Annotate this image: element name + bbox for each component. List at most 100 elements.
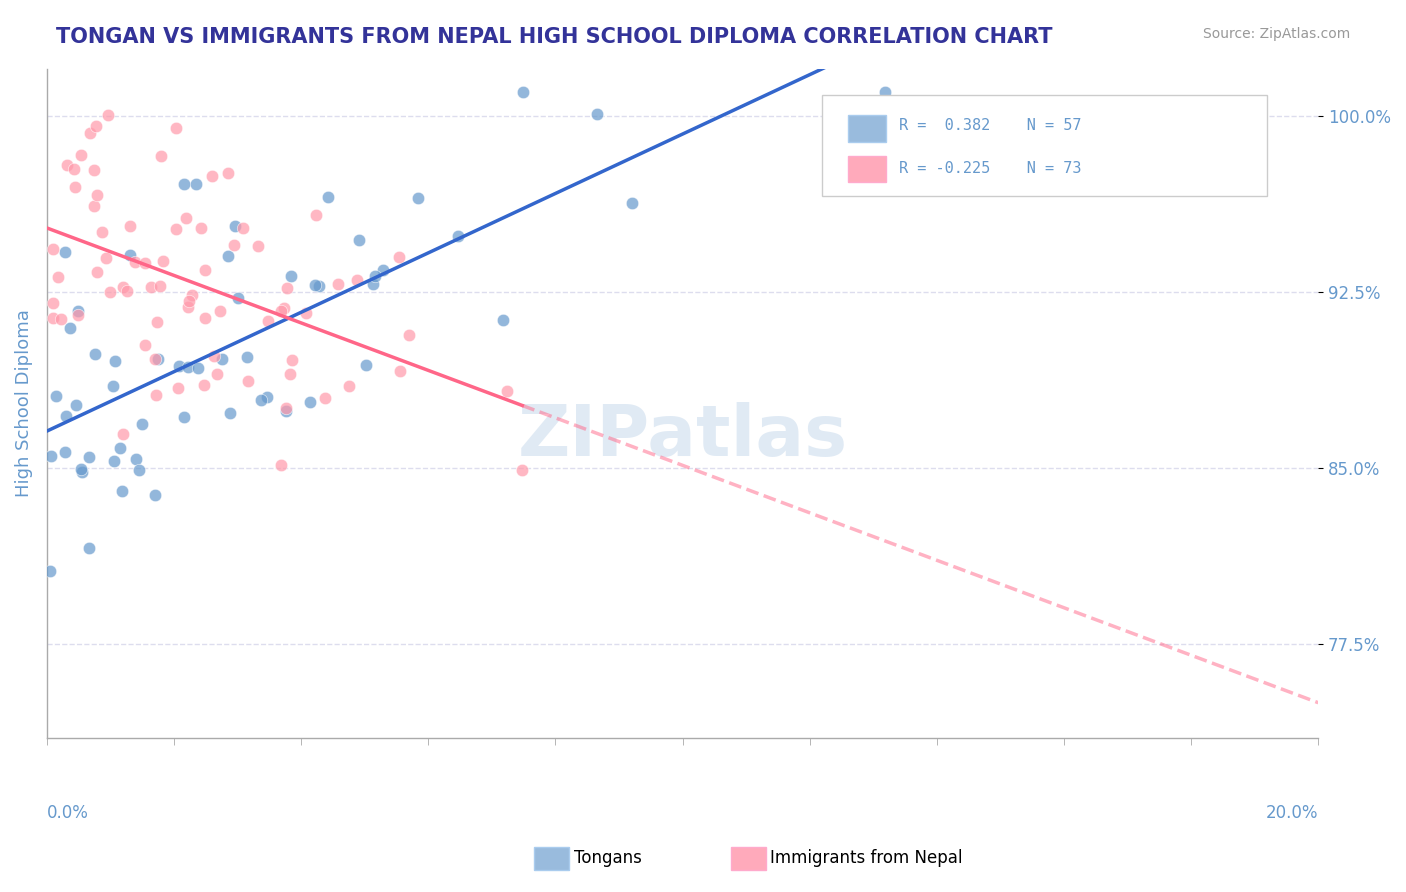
Point bbox=[177, 300, 200, 314]
Point bbox=[134, 256, 156, 270]
Point bbox=[124, 255, 146, 269]
Text: R = -0.225    N = 73: R = -0.225 N = 73 bbox=[898, 161, 1081, 177]
Point bbox=[246, 239, 269, 253]
Point bbox=[139, 280, 162, 294]
Point bbox=[354, 359, 377, 373]
Point bbox=[63, 162, 86, 177]
Point bbox=[620, 195, 643, 210]
Point bbox=[104, 354, 127, 368]
Point bbox=[174, 211, 197, 225]
Text: Tongans: Tongans bbox=[574, 849, 641, 867]
Point bbox=[94, 251, 117, 265]
Point bbox=[134, 338, 156, 352]
Point bbox=[364, 268, 387, 283]
Point bbox=[217, 166, 239, 180]
FancyBboxPatch shape bbox=[848, 155, 886, 182]
Point bbox=[86, 187, 108, 202]
Point bbox=[46, 270, 69, 285]
Point bbox=[63, 180, 86, 194]
Point bbox=[446, 229, 468, 244]
Point bbox=[184, 178, 207, 192]
Point bbox=[193, 378, 215, 392]
Point bbox=[53, 244, 76, 259]
Point bbox=[278, 368, 301, 382]
Point bbox=[176, 360, 198, 375]
Point bbox=[120, 219, 142, 233]
Point bbox=[361, 277, 384, 292]
Point bbox=[55, 158, 77, 172]
Point bbox=[873, 85, 896, 99]
Point bbox=[510, 463, 533, 477]
Point bbox=[512, 85, 534, 99]
Point bbox=[150, 149, 173, 163]
Point bbox=[90, 225, 112, 239]
Point bbox=[67, 308, 90, 322]
Point bbox=[145, 488, 167, 502]
Point bbox=[111, 484, 134, 499]
Point bbox=[316, 190, 339, 204]
Point bbox=[179, 293, 201, 308]
Point bbox=[299, 394, 322, 409]
Point bbox=[194, 311, 217, 326]
Point bbox=[373, 262, 395, 277]
Point bbox=[79, 126, 101, 140]
Point bbox=[270, 458, 292, 472]
Point bbox=[167, 381, 190, 395]
Point bbox=[256, 390, 278, 404]
Point bbox=[39, 449, 62, 463]
Point bbox=[305, 208, 328, 222]
Point bbox=[211, 351, 233, 366]
Point bbox=[77, 541, 100, 555]
Point bbox=[167, 359, 190, 374]
Point bbox=[101, 379, 124, 393]
Point bbox=[257, 314, 280, 328]
Point bbox=[201, 169, 224, 183]
Point bbox=[495, 384, 517, 398]
Point bbox=[39, 564, 62, 578]
Point bbox=[165, 120, 187, 135]
Point bbox=[42, 311, 65, 326]
Point bbox=[337, 378, 360, 392]
Point bbox=[194, 263, 217, 277]
Text: TONGAN VS IMMIGRANTS FROM NEPAL HIGH SCHOOL DIPLOMA CORRELATION CHART: TONGAN VS IMMIGRANTS FROM NEPAL HIGH SCH… bbox=[56, 27, 1053, 46]
Point bbox=[145, 388, 167, 402]
Text: R =  0.382    N = 57: R = 0.382 N = 57 bbox=[898, 118, 1081, 133]
Point bbox=[273, 301, 295, 316]
Point bbox=[173, 177, 195, 191]
Point bbox=[222, 238, 245, 252]
Point bbox=[84, 120, 107, 134]
Point bbox=[388, 250, 411, 264]
Point bbox=[304, 277, 326, 292]
Point bbox=[86, 265, 108, 279]
Point bbox=[41, 296, 63, 310]
Point bbox=[146, 352, 169, 367]
Text: 0.0%: 0.0% bbox=[46, 804, 89, 822]
Point bbox=[110, 441, 132, 455]
Point bbox=[53, 445, 76, 459]
Point bbox=[45, 389, 67, 403]
Point bbox=[281, 352, 304, 367]
Point bbox=[125, 451, 148, 466]
Point bbox=[217, 249, 239, 263]
Point bbox=[224, 219, 246, 234]
Point bbox=[209, 304, 232, 318]
Point bbox=[207, 368, 229, 382]
Point bbox=[173, 410, 195, 425]
Point bbox=[103, 454, 125, 468]
Point bbox=[118, 248, 141, 262]
Point bbox=[270, 303, 292, 318]
Point bbox=[165, 222, 187, 236]
Point bbox=[187, 361, 209, 376]
Point bbox=[586, 107, 609, 121]
Y-axis label: High School Diploma: High School Diploma bbox=[15, 310, 32, 497]
Point bbox=[97, 108, 120, 122]
Point bbox=[83, 199, 105, 213]
Point bbox=[219, 406, 242, 420]
FancyBboxPatch shape bbox=[848, 115, 886, 142]
Text: 20.0%: 20.0% bbox=[1265, 804, 1319, 822]
Point bbox=[398, 327, 420, 342]
Point bbox=[274, 404, 297, 418]
Point bbox=[180, 288, 202, 302]
Point bbox=[232, 220, 254, 235]
Point bbox=[128, 463, 150, 477]
